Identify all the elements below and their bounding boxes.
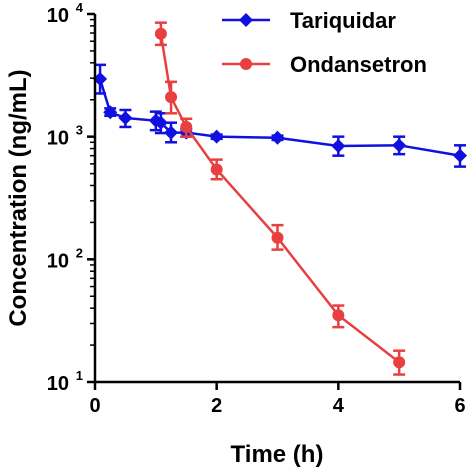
series-ondansetron xyxy=(154,21,406,376)
y-tick-label: 10 xyxy=(47,5,69,27)
y-tick-exponent: 4 xyxy=(76,0,84,15)
y-tick-label: 10 xyxy=(47,250,69,272)
data-point xyxy=(209,129,224,144)
data-point xyxy=(210,163,223,176)
data-point xyxy=(392,138,407,153)
legend-marker xyxy=(239,13,253,27)
data-point xyxy=(165,91,178,104)
legend-label: Ondansetron xyxy=(290,52,427,77)
y-tick-base: 10 xyxy=(47,128,69,150)
data-point xyxy=(331,138,346,153)
legend-item-tariquidar: Tariquidar xyxy=(222,8,396,33)
data-point xyxy=(332,309,345,322)
data-point xyxy=(180,120,193,133)
y-axis-title: Concentration (ng/mL) xyxy=(5,69,32,326)
legend-marker xyxy=(240,58,252,70)
y-tick-base: 10 xyxy=(47,5,69,27)
data-point xyxy=(118,110,133,125)
series-line xyxy=(159,33,400,364)
series-tariquidar xyxy=(93,63,467,168)
y-tick-label: 10 xyxy=(47,128,69,150)
x-tick-label: 4 xyxy=(333,395,345,417)
data-point xyxy=(453,148,467,163)
legend: Tariquidar Ondansetron xyxy=(222,8,427,77)
series-layer xyxy=(93,21,467,376)
y-tick-exponent: 1 xyxy=(76,368,83,383)
data-point xyxy=(393,356,406,369)
y-tick-label: 10 xyxy=(47,373,69,395)
data-point xyxy=(93,72,108,87)
data-point xyxy=(154,27,167,40)
x-tick-label: 0 xyxy=(89,395,100,417)
legend-item-ondansetron: Ondansetron xyxy=(222,52,427,77)
data-point xyxy=(164,125,179,140)
x-tick-label: 6 xyxy=(454,395,465,417)
legend-label: Tariquidar xyxy=(290,8,396,33)
data-point xyxy=(153,115,168,130)
x-axis-title: Time (h) xyxy=(231,441,324,468)
y-tick-base: 10 xyxy=(47,250,69,272)
y-tick-exponent: 2 xyxy=(76,245,83,260)
data-point xyxy=(103,105,118,120)
y-tick-exponent: 3 xyxy=(76,123,83,138)
y-tick-base: 10 xyxy=(47,373,69,395)
x-tick-label: 2 xyxy=(211,395,222,417)
ticks-layer: 0 2 4 6 10 1 10 2 10 3 10 4 xyxy=(47,0,466,417)
data-point xyxy=(270,130,285,145)
data-point xyxy=(271,231,284,244)
